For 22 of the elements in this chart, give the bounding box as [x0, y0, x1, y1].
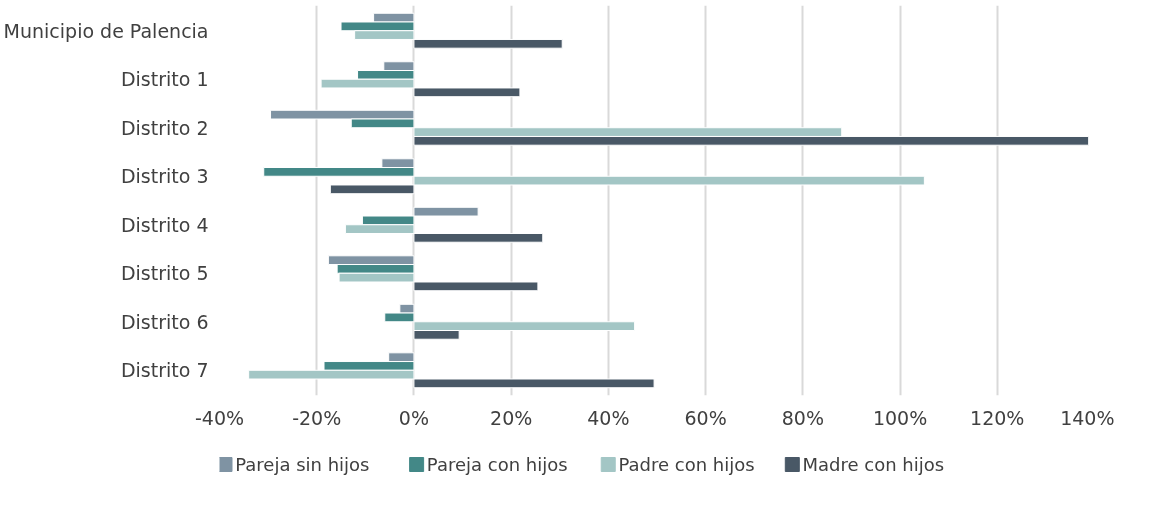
- x-tick-label: 40%: [587, 406, 630, 429]
- y-tick-label: Distrito 1: [120, 68, 209, 91]
- y-tick-label: Distrito 5: [120, 262, 209, 285]
- legend-label: Madre con hijos: [802, 454, 945, 475]
- x-tick-label: 80%: [781, 406, 824, 429]
- legend-label: Pareja con hijos: [426, 454, 568, 475]
- x-tick-label: 20%: [490, 406, 533, 429]
- legend-label: Padre con hijos: [618, 454, 755, 475]
- x-tick-label: 120%: [970, 406, 1025, 429]
- x-tick-label: 0%: [398, 406, 430, 429]
- y-tick-label: Distrito 3: [120, 165, 209, 188]
- x-tick-label: -40%: [194, 406, 245, 429]
- y-tick-label: Distrito 7: [120, 359, 209, 382]
- y-tick-label: Distrito 4: [120, 213, 209, 236]
- y-tick-label: Distrito 6: [120, 310, 209, 333]
- x-tick-label: 60%: [684, 406, 727, 429]
- x-tick-label: -20%: [292, 406, 342, 429]
- x-tick-label: 140%: [1060, 406, 1115, 429]
- y-tick-label: Distrito 2: [120, 116, 209, 139]
- y-tick-label: Municipio de Palencia: [3, 19, 209, 42]
- legend-label: Pareja sin hijos: [235, 454, 370, 475]
- x-tick-label: 100%: [872, 406, 928, 429]
